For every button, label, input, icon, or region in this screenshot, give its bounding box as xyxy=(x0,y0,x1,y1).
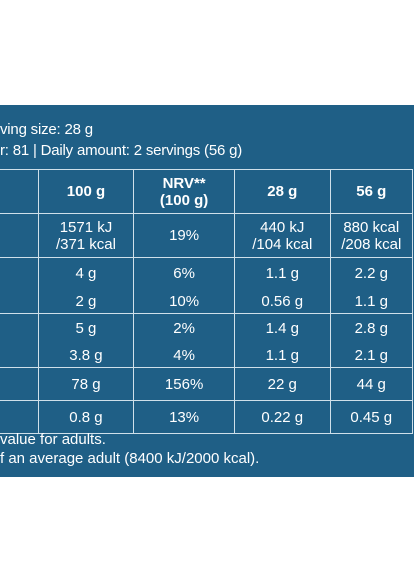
energy-28g-kj: 440 kJ xyxy=(260,218,305,236)
table-row: 2 g 10% 0.56 g 1.1 g xyxy=(0,289,414,314)
energy-56g-kcal-2: /208 kcal xyxy=(341,235,402,253)
nutrition-table: 100 g NRV** (100 g) 28 g 56 g 1571 kJ /3… xyxy=(0,169,414,434)
value-100g-cell: 2 g xyxy=(37,289,135,314)
energy-nrv-cell: 19% xyxy=(133,213,235,258)
value-56g-cell: 1.1 g xyxy=(329,289,414,314)
value-100g-cell: 5 g xyxy=(37,313,135,344)
nutrition-label-panel: ving size: 28 g r: 81 | Daily amount: 2 … xyxy=(0,105,414,477)
servings-per-container-text: r: 81 | Daily amount: 2 servings (56 g) xyxy=(0,142,243,159)
serving-size-text: ving size: 28 g xyxy=(0,121,93,138)
value-56g-cell: 2.8 g xyxy=(329,313,414,344)
nrv-header-line1: NRV** xyxy=(162,174,206,192)
per-28g-column-header: 28 g xyxy=(233,169,331,214)
footnote-line-2: f an average adult (8400 kJ/2000 kcal). xyxy=(0,450,260,467)
table-row: 0.8 g 13% 0.22 g 0.45 g xyxy=(0,400,414,434)
value-28g-cell: 1.4 g xyxy=(233,313,331,344)
value-28g-cell: 0.56 g xyxy=(233,289,331,314)
energy-56g-kcal-1: 880 kcal xyxy=(343,218,400,236)
value-100g-cell: 78 g xyxy=(37,367,135,401)
footnote-line-1: value for adults. xyxy=(0,431,106,448)
per-100g-column-header: 100 g xyxy=(37,169,135,214)
value-100g-cell: 0.8 g xyxy=(37,400,135,434)
energy-100g-kcal: /371 kcal xyxy=(55,235,116,253)
table-header-row: 100 g NRV** (100 g) 28 g 56 g xyxy=(0,169,414,214)
nutrient-label-cell xyxy=(0,367,39,401)
energy-28g-cell: 440 kJ /104 kcal xyxy=(233,213,331,258)
value-28g-cell: 22 g xyxy=(233,367,331,401)
value-100g-cell: 4 g xyxy=(37,257,135,290)
nrv-column-header: NRV** (100 g) xyxy=(133,169,235,214)
energy-100g-cell: 1571 kJ /371 kcal xyxy=(37,213,135,258)
nutrient-label-cell xyxy=(0,257,39,290)
energy-56g-cell: 880 kcal /208 kcal xyxy=(329,213,414,258)
value-nrv-cell: 13% xyxy=(133,400,235,434)
value-28g-cell: 1.1 g xyxy=(233,343,331,368)
value-nrv-cell: 6% xyxy=(133,257,235,290)
per-56g-column-header: 56 g xyxy=(329,169,414,214)
nrv-header-line2: (100 g) xyxy=(159,191,209,209)
table-row: 5 g 2% 1.4 g 2.8 g xyxy=(0,313,414,344)
value-56g-cell: 0.45 g xyxy=(329,400,414,434)
value-28g-cell: 1.1 g xyxy=(233,257,331,290)
value-nrv-cell: 10% xyxy=(133,289,235,314)
value-100g-cell: 3.8 g xyxy=(37,343,135,368)
value-56g-cell: 2.1 g xyxy=(329,343,414,368)
value-28g-cell: 0.22 g xyxy=(233,400,331,434)
energy-100g-kj: 1571 kJ xyxy=(59,218,113,236)
energy-label-cell xyxy=(0,213,39,258)
value-nrv-cell: 156% xyxy=(133,367,235,401)
nutrient-label-cell xyxy=(0,343,39,368)
value-56g-cell: 2.2 g xyxy=(329,257,414,290)
value-nrv-cell: 4% xyxy=(133,343,235,368)
table-row: 4 g 6% 1.1 g 2.2 g xyxy=(0,257,414,290)
energy-28g-kcal: /104 kcal xyxy=(252,235,313,253)
value-56g-cell: 44 g xyxy=(329,367,414,401)
nutrient-label-cell xyxy=(0,289,39,314)
table-row: 3.8 g 4% 1.1 g 2.1 g xyxy=(0,343,414,368)
nutrient-label-cell xyxy=(0,400,39,434)
nutrient-column-header xyxy=(0,169,39,214)
nutrient-label-cell xyxy=(0,313,39,344)
table-row: 78 g 156% 22 g 44 g xyxy=(0,367,414,401)
value-nrv-cell: 2% xyxy=(133,313,235,344)
energy-row: 1571 kJ /371 kcal 19% 440 kJ /104 kcal 8… xyxy=(0,213,414,258)
